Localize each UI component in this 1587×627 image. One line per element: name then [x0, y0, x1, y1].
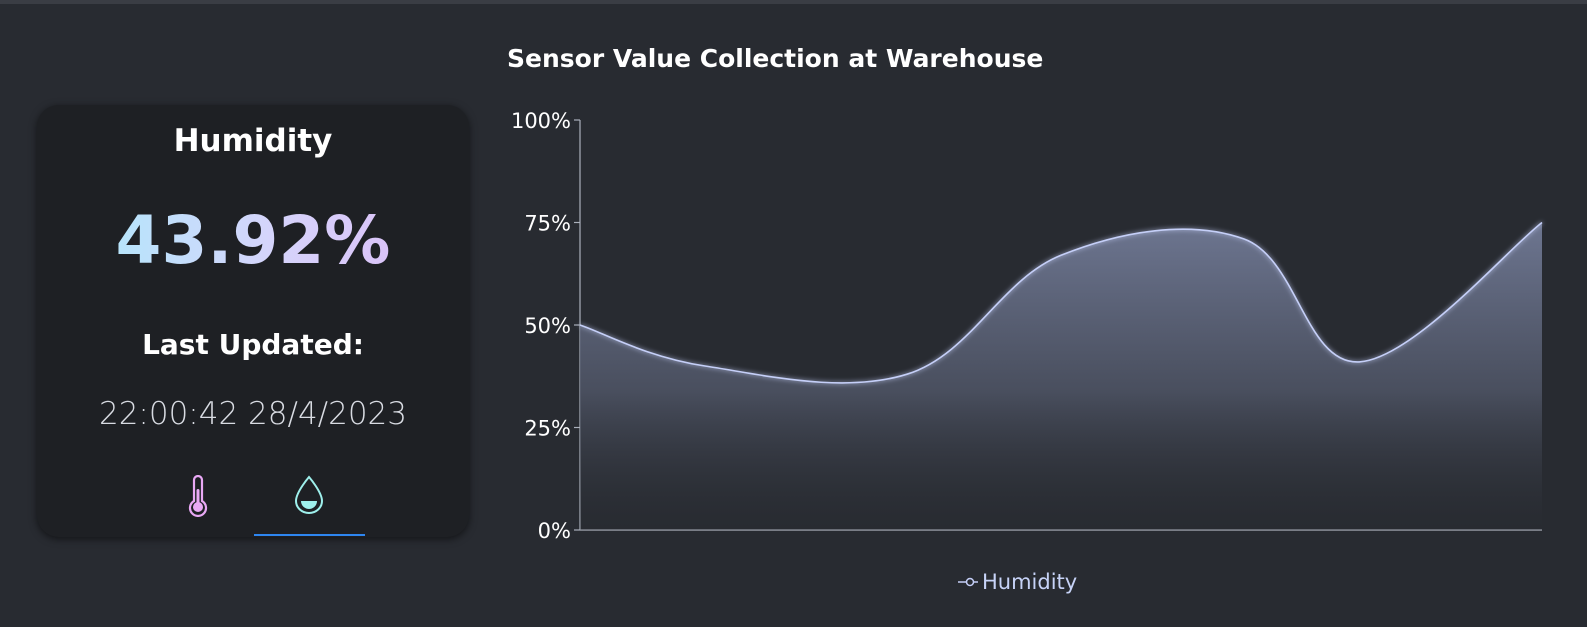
tab-humidity[interactable] — [254, 475, 364, 537]
last-updated-timestamp: 22:00:42 28/4/2023 — [98, 396, 408, 432]
y-tick-label: 25% — [524, 417, 571, 441]
last-updated-label: Last Updated: — [142, 328, 364, 361]
tab-temperature[interactable] — [143, 475, 253, 537]
y-tick-label: 50% — [524, 314, 571, 338]
y-tick-label: 75% — [524, 212, 571, 236]
thermometer-icon — [188, 475, 208, 517]
sensor-value: 43.92% — [37, 202, 469, 279]
humidity-area — [580, 222, 1542, 530]
y-tick-label: 0% — [538, 519, 571, 543]
top-border — [0, 0, 1587, 4]
legend-marker-icon — [958, 577, 978, 587]
sensor-card: Humidity 43.92% Last Updated: 22:00:42 2… — [37, 105, 469, 537]
legend-item-humidity[interactable]: Humidity — [958, 568, 1077, 596]
legend-label: Humidity — [982, 570, 1078, 594]
y-tick-label: 100% — [511, 109, 571, 133]
sensor-title: Humidity — [173, 123, 333, 159]
humidity-line[interactable] — [579, 221, 1543, 384]
chart-title: Sensor Value Collection at Warehouse — [507, 44, 1044, 73]
plot-area — [579, 221, 1543, 530]
selected-tab-indicator — [254, 534, 365, 536]
water-drop-icon — [294, 475, 324, 514]
